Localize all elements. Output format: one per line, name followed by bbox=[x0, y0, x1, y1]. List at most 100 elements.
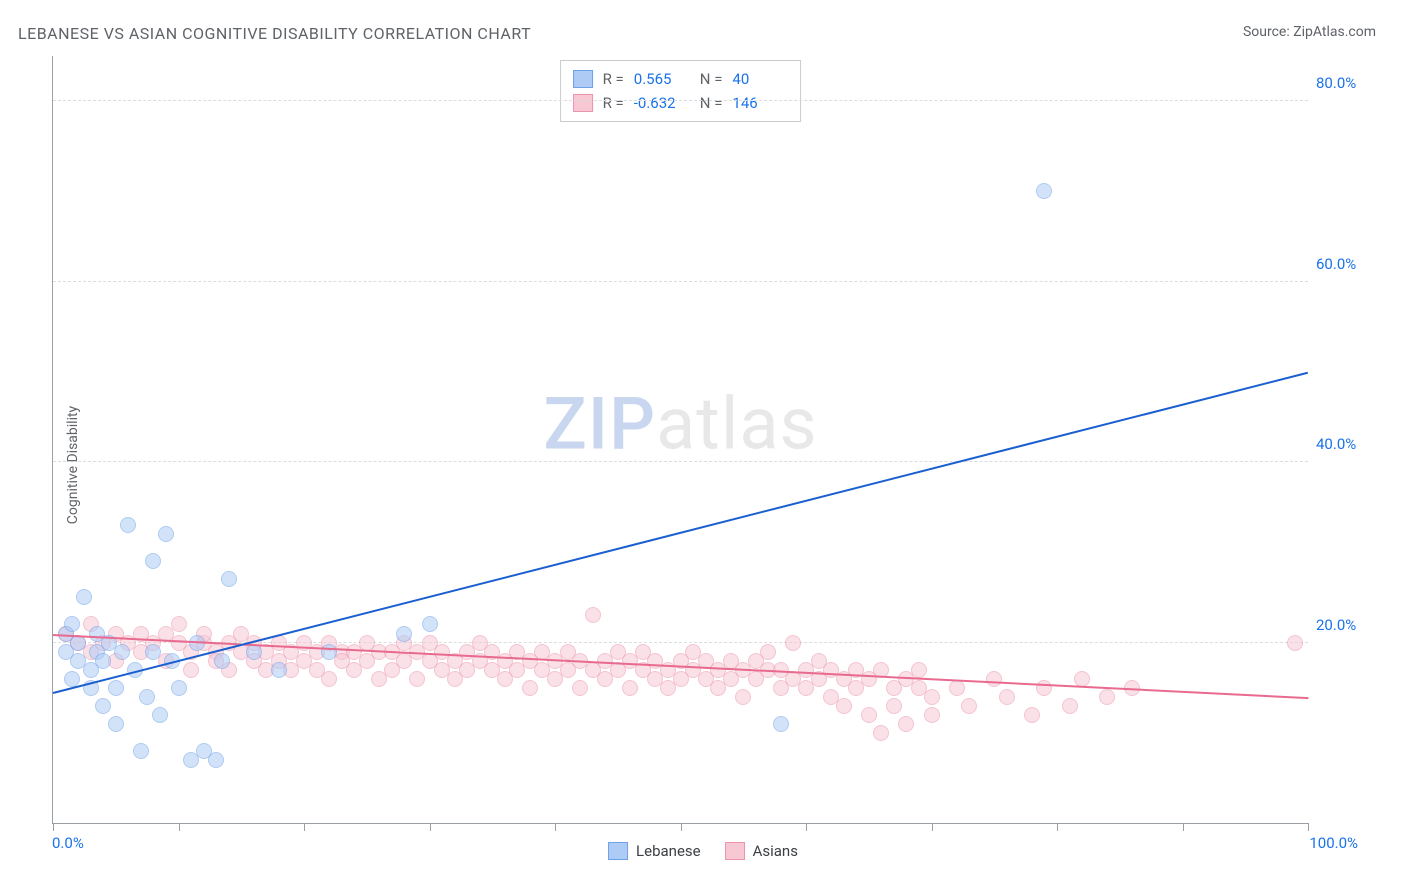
legend-item-asians: Asians bbox=[725, 842, 798, 860]
x-tick-mark bbox=[1308, 823, 1309, 831]
scatter-point-asians bbox=[1024, 707, 1040, 723]
gridline bbox=[53, 642, 1308, 643]
scatter-point-asians bbox=[409, 671, 425, 687]
swatch-blue-icon bbox=[608, 842, 628, 860]
gridline bbox=[53, 281, 1308, 282]
scatter-point-asians bbox=[961, 698, 977, 714]
scatter-point-asians bbox=[785, 635, 801, 651]
scatter-point-lebanese bbox=[221, 571, 237, 587]
x-tick-mark bbox=[179, 823, 180, 831]
scatter-point-lebanese bbox=[396, 626, 412, 642]
scatter-point-lebanese bbox=[64, 616, 80, 632]
x-tick-mark bbox=[681, 823, 682, 831]
scatter-point-asians bbox=[949, 680, 965, 696]
chart-title: LEBANESE VS ASIAN COGNITIVE DISABILITY C… bbox=[18, 24, 531, 43]
watermark-zip: ZIP bbox=[543, 382, 656, 467]
n-value: 146 bbox=[732, 94, 788, 112]
x-tick-max: 100.0% bbox=[1309, 834, 1358, 852]
swatch-pink-icon bbox=[725, 842, 745, 860]
gridline bbox=[53, 461, 1308, 462]
x-tick-mark bbox=[53, 823, 54, 831]
x-tick-mark bbox=[555, 823, 556, 831]
y-tick-label: 40.0% bbox=[1316, 435, 1380, 453]
plot-area: ZIPatlas R = 0.565 N = 40 R = -0.632 N =… bbox=[52, 56, 1308, 824]
scatter-point-asians bbox=[1062, 698, 1078, 714]
scatter-point-lebanese bbox=[139, 689, 155, 705]
scatter-point-lebanese bbox=[145, 553, 161, 569]
swatch-blue-icon bbox=[573, 70, 593, 88]
x-tick-mark bbox=[932, 823, 933, 831]
stats-legend-box: R = 0.565 N = 40 R = -0.632 N = 146 bbox=[560, 60, 802, 122]
x-tick-min: 0.0% bbox=[52, 834, 84, 852]
x-tick-mark bbox=[1057, 823, 1058, 831]
scatter-point-asians bbox=[1287, 635, 1303, 651]
scatter-point-lebanese bbox=[773, 716, 789, 732]
scatter-point-asians bbox=[735, 689, 751, 705]
scatter-point-asians bbox=[886, 698, 902, 714]
legend-label: Lebanese bbox=[636, 842, 701, 860]
gridline bbox=[53, 100, 1308, 101]
stats-row-pink: R = -0.632 N = 146 bbox=[573, 91, 789, 115]
scatter-point-asians bbox=[924, 707, 940, 723]
watermark: ZIPatlas bbox=[543, 382, 817, 467]
r-label: R = bbox=[603, 94, 624, 112]
scatter-point-lebanese bbox=[208, 752, 224, 768]
scatter-point-asians bbox=[861, 707, 877, 723]
scatter-point-lebanese bbox=[76, 589, 92, 605]
chart-container: Cognitive Disability ZIPatlas R = 0.565 … bbox=[18, 56, 1388, 874]
r-value: 0.565 bbox=[634, 70, 690, 88]
y-tick-label: 80.0% bbox=[1316, 74, 1380, 92]
scatter-point-lebanese bbox=[158, 526, 174, 542]
scatter-point-asians bbox=[911, 662, 927, 678]
scatter-point-lebanese bbox=[152, 707, 168, 723]
scatter-point-lebanese bbox=[95, 698, 111, 714]
n-label: N = bbox=[700, 94, 723, 112]
scatter-point-asians bbox=[898, 716, 914, 732]
legend-bottom: Lebanese Asians bbox=[608, 842, 798, 860]
r-label: R = bbox=[603, 70, 624, 88]
stats-row-blue: R = 0.565 N = 40 bbox=[573, 67, 789, 91]
legend-label: Asians bbox=[753, 842, 798, 860]
scatter-point-lebanese bbox=[108, 716, 124, 732]
scatter-point-lebanese bbox=[271, 662, 287, 678]
scatter-point-lebanese bbox=[1036, 183, 1052, 199]
scatter-point-asians bbox=[321, 671, 337, 687]
scatter-point-lebanese bbox=[95, 653, 111, 669]
scatter-point-asians bbox=[999, 689, 1015, 705]
scatter-point-lebanese bbox=[120, 517, 136, 533]
scatter-point-asians bbox=[572, 680, 588, 696]
n-value: 40 bbox=[732, 70, 788, 88]
x-tick-mark bbox=[304, 823, 305, 831]
swatch-pink-icon bbox=[573, 94, 593, 112]
y-tick-label: 20.0% bbox=[1316, 616, 1380, 634]
scatter-point-asians bbox=[836, 698, 852, 714]
r-value: -0.632 bbox=[634, 94, 690, 112]
scatter-point-lebanese bbox=[321, 644, 337, 660]
trendline-lebanese bbox=[53, 372, 1308, 694]
scatter-point-asians bbox=[986, 671, 1002, 687]
scatter-point-asians bbox=[873, 725, 889, 741]
scatter-point-asians bbox=[924, 689, 940, 705]
source-label: Source: ZipAtlas.com bbox=[1243, 24, 1376, 40]
scatter-point-lebanese bbox=[114, 644, 130, 660]
scatter-point-asians bbox=[1036, 680, 1052, 696]
scatter-point-lebanese bbox=[133, 743, 149, 759]
scatter-point-asians bbox=[171, 616, 187, 632]
scatter-point-asians bbox=[1074, 671, 1090, 687]
scatter-point-asians bbox=[760, 644, 776, 660]
scatter-point-lebanese bbox=[422, 616, 438, 632]
scatter-point-lebanese bbox=[171, 680, 187, 696]
watermark-atlas: atlas bbox=[656, 382, 818, 467]
scatter-point-lebanese bbox=[214, 653, 230, 669]
scatter-point-asians bbox=[183, 662, 199, 678]
n-label: N = bbox=[700, 70, 723, 88]
scatter-point-asians bbox=[522, 680, 538, 696]
scatter-point-lebanese bbox=[64, 671, 80, 687]
scatter-point-asians bbox=[1099, 689, 1115, 705]
x-tick-mark bbox=[430, 823, 431, 831]
scatter-point-asians bbox=[585, 607, 601, 623]
x-tick-mark bbox=[1183, 823, 1184, 831]
scatter-point-lebanese bbox=[145, 644, 161, 660]
scatter-point-asians bbox=[622, 680, 638, 696]
x-tick-mark bbox=[806, 823, 807, 831]
